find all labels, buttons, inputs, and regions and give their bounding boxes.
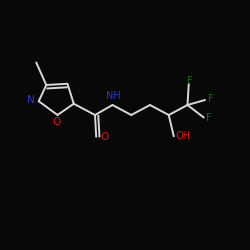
- Text: NH: NH: [106, 91, 120, 101]
- Text: F: F: [187, 76, 193, 86]
- Text: F: F: [208, 94, 213, 104]
- Text: F: F: [206, 113, 212, 123]
- Text: O: O: [52, 117, 60, 127]
- Text: N: N: [28, 95, 35, 105]
- Text: O: O: [100, 132, 109, 142]
- Text: OH: OH: [176, 131, 191, 141]
